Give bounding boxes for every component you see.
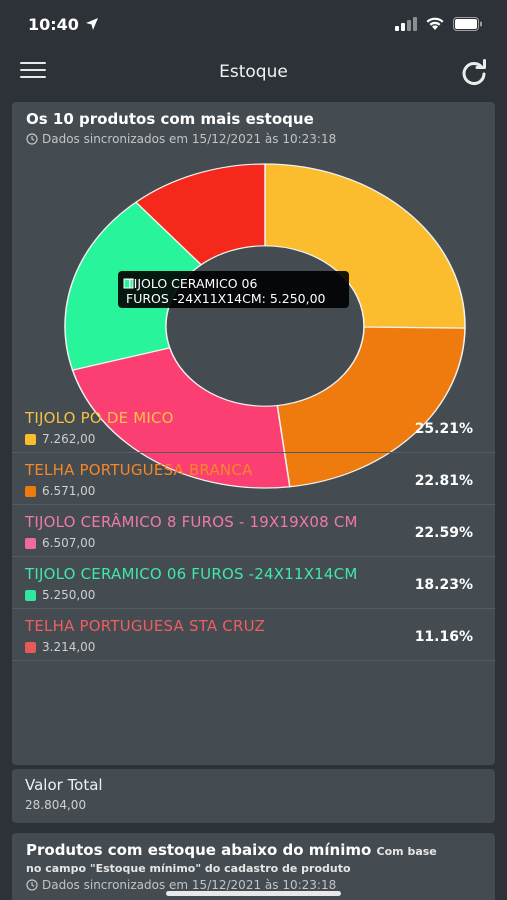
- legend-row[interactable]: TELHA PORTUGUESA BRANCA 6.571,00 22.81%: [12, 453, 495, 505]
- low-stock-sync: Dados sincronizados em 15/12/2021 às 10:…: [26, 878, 336, 892]
- legend-value: 6.571,00: [42, 484, 96, 498]
- status-time: 10:40: [28, 14, 79, 34]
- home-indicator: [166, 891, 341, 896]
- low-stock-card: Produtos com estoque abaixo do mínimo Co…: [12, 833, 495, 900]
- legend-row[interactable]: TIJOLO PO DE MICO 7.262,00 25.21%: [12, 401, 495, 453]
- stock-card-title: Os 10 produtos com mais estoque: [26, 110, 314, 128]
- legend-row[interactable]: TIJOLO CERAMICO 06 FUROS -24X11X14CM 5.25…: [12, 557, 495, 609]
- donut-slice[interactable]: [264, 163, 466, 329]
- total-label: Valor Total: [25, 776, 103, 794]
- legend-name: TELHA PORTUGUESA BRANCA: [25, 461, 253, 479]
- low-stock-sync-text: Dados sincronizados em 15/12/2021 às 10:…: [42, 878, 337, 892]
- low-stock-note-b: no campo "Estoque mínimo" do cadastro de…: [26, 862, 351, 875]
- legend-swatch: [25, 485, 36, 497]
- legend-percent: 22.81%: [414, 473, 473, 489]
- stock-card-sync: Dados sincronizados em 15/12/2021 às 10:…: [26, 132, 336, 146]
- legend-name: TELHA PORTUGUESA STA CRUZ: [25, 617, 265, 635]
- legend-value-group: 7.262,00: [25, 432, 95, 446]
- tooltip-line1: TIJOLO CERAMICO 06: [125, 276, 257, 291]
- legend-value-group: 6.571,00: [25, 484, 95, 498]
- page-title: Estoque: [219, 62, 288, 82]
- legend-swatch: [25, 589, 36, 601]
- legend-list: TIJOLO PO DE MICO 7.262,00 25.21% TELHA POR…: [12, 401, 495, 661]
- legend-value: 6.507,00: [42, 536, 96, 550]
- legend-value-group: 5.250,00: [25, 588, 95, 602]
- legend-name: TIJOLO CERÂMICO 8 FUROS - 19X19X08 CM: [25, 513, 358, 531]
- legend-swatch: [25, 433, 36, 445]
- legend-name: TIJOLO PO DE MICO: [25, 409, 174, 427]
- legend-percent: 11.16%: [414, 629, 473, 645]
- donut-slice[interactable]: [134, 163, 266, 266]
- menu-button[interactable]: [20, 62, 46, 82]
- stock-card-sync-text: Dados sincronizados em 15/12/2021 às 10:…: [42, 132, 337, 146]
- clock-icon: [26, 133, 38, 145]
- battery-icon: [453, 17, 482, 31]
- clock-icon: [26, 879, 38, 891]
- legend-percent: 25.21%: [414, 421, 473, 437]
- low-stock-title-text: Produtos com estoque abaixo do mínimo: [26, 841, 372, 859]
- donut-slice[interactable]: [276, 326, 466, 488]
- legend-value: 5.250,00: [42, 588, 96, 602]
- status-bar: 10:40: [0, 0, 507, 48]
- legend-swatch: [25, 641, 36, 653]
- legend-row[interactable]: TELHA PORTUGUESA STA CRUZ 3.214,00 11.16%: [12, 609, 495, 661]
- total-value: 28.804,00: [25, 798, 87, 812]
- legend-value-group: 6.507,00: [25, 536, 95, 550]
- status-time-group: 10:40: [28, 15, 99, 34]
- wifi-icon: [426, 17, 444, 30]
- stock-card: Os 10 produtos com mais estoque Dados si…: [12, 102, 495, 765]
- legend-value: 3.214,00: [42, 640, 96, 654]
- low-stock-title: Produtos com estoque abaixo do mínimo Co…: [26, 841, 437, 859]
- legend-percent: 18.23%: [414, 577, 473, 593]
- chart-tooltip: TIJOLO CERAMICO 06 FUROS -24X11X14CM: 5.…: [118, 271, 349, 308]
- legend-row[interactable]: TIJOLO CERÂMICO 8 FUROS - 19X19X08 CM 6.5…: [12, 505, 495, 557]
- legend-name: TIJOLO CERAMICO 06 FUROS -24X11X14CM: [25, 565, 358, 583]
- total-card: Valor Total 28.804,00: [12, 769, 495, 823]
- tooltip-line2: FUROS -24X11X14CM: 5.250,00: [126, 291, 326, 306]
- legend-value-group: 3.214,00: [25, 640, 95, 654]
- location-arrow-icon: [85, 18, 98, 30]
- legend-percent: 22.59%: [414, 525, 473, 541]
- signal-icon: [395, 17, 417, 31]
- legend-value: 7.262,00: [42, 432, 96, 446]
- low-stock-note-a: Com base: [376, 845, 437, 858]
- status-icons: [395, 17, 483, 31]
- hamburger-menu-icon: [20, 62, 46, 78]
- legend-swatch: [25, 537, 36, 549]
- app-bar: Estoque: [0, 52, 507, 92]
- refresh-icon[interactable]: [459, 58, 489, 88]
